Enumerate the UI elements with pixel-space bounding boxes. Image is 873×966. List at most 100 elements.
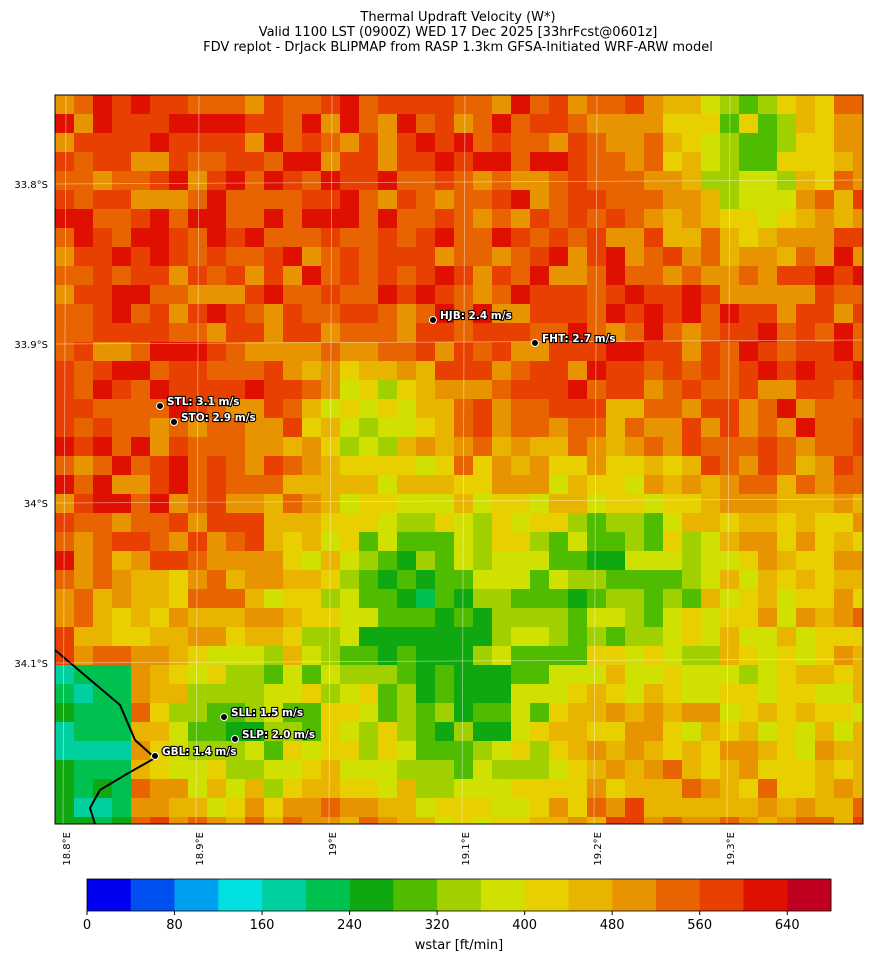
map-cell [435, 703, 455, 723]
map-cell [74, 285, 94, 305]
map-cell [245, 342, 265, 362]
map-cell [663, 798, 683, 818]
map-cell [777, 418, 797, 438]
map-cell [549, 247, 569, 267]
map-cell [853, 171, 863, 191]
map-cell [853, 456, 863, 476]
map-cell [188, 114, 208, 134]
map-cell [416, 570, 436, 590]
map-cell [834, 779, 854, 799]
map-cell [245, 152, 265, 172]
map-cell [644, 304, 664, 324]
map-cell [112, 456, 132, 476]
map-cell [853, 266, 863, 286]
map-cell [663, 779, 683, 799]
map-cell [188, 494, 208, 514]
map-cell [207, 266, 227, 286]
map-cell [340, 95, 360, 115]
map-cell [853, 608, 863, 628]
map-cell [435, 152, 455, 172]
map-cell [777, 266, 797, 286]
map-cell [549, 95, 569, 115]
map-cell [416, 209, 436, 229]
map-cell [549, 190, 569, 210]
map-cell [454, 646, 474, 666]
map-cell [758, 608, 778, 628]
map-cell [454, 266, 474, 286]
map-cell [378, 266, 398, 286]
map-cell [93, 570, 113, 590]
map-cell [169, 798, 189, 818]
map-cell [625, 361, 645, 381]
map-cell [815, 418, 835, 438]
map-cell [283, 532, 303, 552]
map-cell [150, 760, 170, 780]
colorbar-bin [218, 879, 263, 911]
map-cell [853, 114, 863, 134]
map-cell [492, 760, 512, 780]
map-cell [625, 760, 645, 780]
map-cell [321, 589, 341, 609]
map-cell [435, 228, 455, 248]
map-cell [606, 342, 626, 362]
colorbar-tick-label: 480 [600, 918, 625, 933]
map-cell [663, 418, 683, 438]
colorbar-frame [86, 878, 832, 912]
map-cell [549, 665, 569, 685]
map-cell [340, 779, 360, 799]
map-cell [321, 817, 341, 824]
map-cell [853, 285, 863, 305]
map-cell [416, 741, 436, 761]
map-cell [226, 760, 246, 780]
map-cell [568, 646, 588, 666]
map-cell [302, 361, 322, 381]
map-cell [777, 551, 797, 571]
map-cell [587, 456, 607, 476]
map-cell [112, 722, 132, 742]
map-cell [245, 741, 265, 761]
map-cell [853, 380, 863, 400]
map-cell [74, 361, 94, 381]
map-cell [93, 323, 113, 343]
map-cell [378, 304, 398, 324]
map-cell [511, 380, 531, 400]
map-cell [587, 342, 607, 362]
map-cell [55, 266, 75, 286]
map-cell [853, 798, 863, 818]
map-cell [55, 513, 75, 533]
map-cell [131, 380, 151, 400]
map-cell [283, 133, 303, 153]
map-cell [188, 551, 208, 571]
map-cell [739, 323, 759, 343]
map-cell [131, 760, 151, 780]
map-cell [264, 684, 284, 704]
map-cell [834, 513, 854, 533]
map-cell [302, 133, 322, 153]
map-cell [169, 513, 189, 533]
map-cell [644, 152, 664, 172]
map-cell [93, 190, 113, 210]
map-cell [777, 779, 797, 799]
map-cell [796, 760, 816, 780]
map-cell [435, 627, 455, 647]
map-cell [93, 380, 113, 400]
map-cell [150, 152, 170, 172]
colorbar-bin [393, 879, 438, 911]
map-cell [207, 475, 227, 495]
map-cell [112, 152, 132, 172]
station-label: SLL: 1.5 m/s [231, 707, 303, 719]
map-cell [207, 361, 227, 381]
map-cell [74, 703, 94, 723]
map-cell [834, 323, 854, 343]
map-cell [378, 475, 398, 495]
map-cell [834, 551, 854, 571]
map-cell [701, 494, 721, 514]
map-cell [777, 114, 797, 134]
map-cell [93, 475, 113, 495]
map-cell [530, 304, 550, 324]
map-cell [587, 627, 607, 647]
map-cell [435, 361, 455, 381]
map-cell [188, 817, 208, 824]
map-cell [131, 342, 151, 362]
map-cell [454, 133, 474, 153]
